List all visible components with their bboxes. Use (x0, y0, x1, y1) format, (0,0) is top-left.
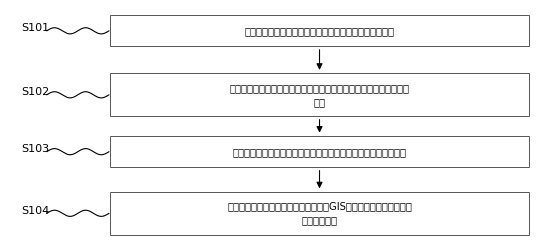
Text: S104: S104 (21, 206, 50, 216)
Text: S103: S103 (21, 144, 49, 154)
FancyBboxPatch shape (110, 192, 529, 235)
Text: 根据火点的经纬度坐标和输电线路杆塔GIS，得到输电线路附近火点
的经纬度坐标: 根据火点的经纬度坐标和输电线路杆塔GIS，得到输电线路附近火点 的经纬度坐标 (227, 201, 412, 225)
Text: S101: S101 (21, 23, 49, 33)
Text: S102: S102 (21, 87, 50, 97)
Text: 根据像素点的亮温值或辐射量提取火点，并获得火点的经纬度坐标: 根据像素点的亮温值或辐射量提取火点，并获得火点的经纬度坐标 (233, 147, 407, 157)
FancyBboxPatch shape (110, 136, 529, 167)
FancyBboxPatch shape (110, 15, 529, 46)
Text: 对每个网格数据包进行投影，得到每个网格数据包中像素点的经纬度
坐标: 对每个网格数据包进行投影，得到每个网格数据包中像素点的经纬度 坐标 (229, 83, 410, 107)
FancyBboxPatch shape (110, 73, 529, 116)
Text: 对获取的卫星数据图片进行网格化，得到多个网格数据包: 对获取的卫星数据图片进行网格化，得到多个网格数据包 (244, 26, 395, 36)
